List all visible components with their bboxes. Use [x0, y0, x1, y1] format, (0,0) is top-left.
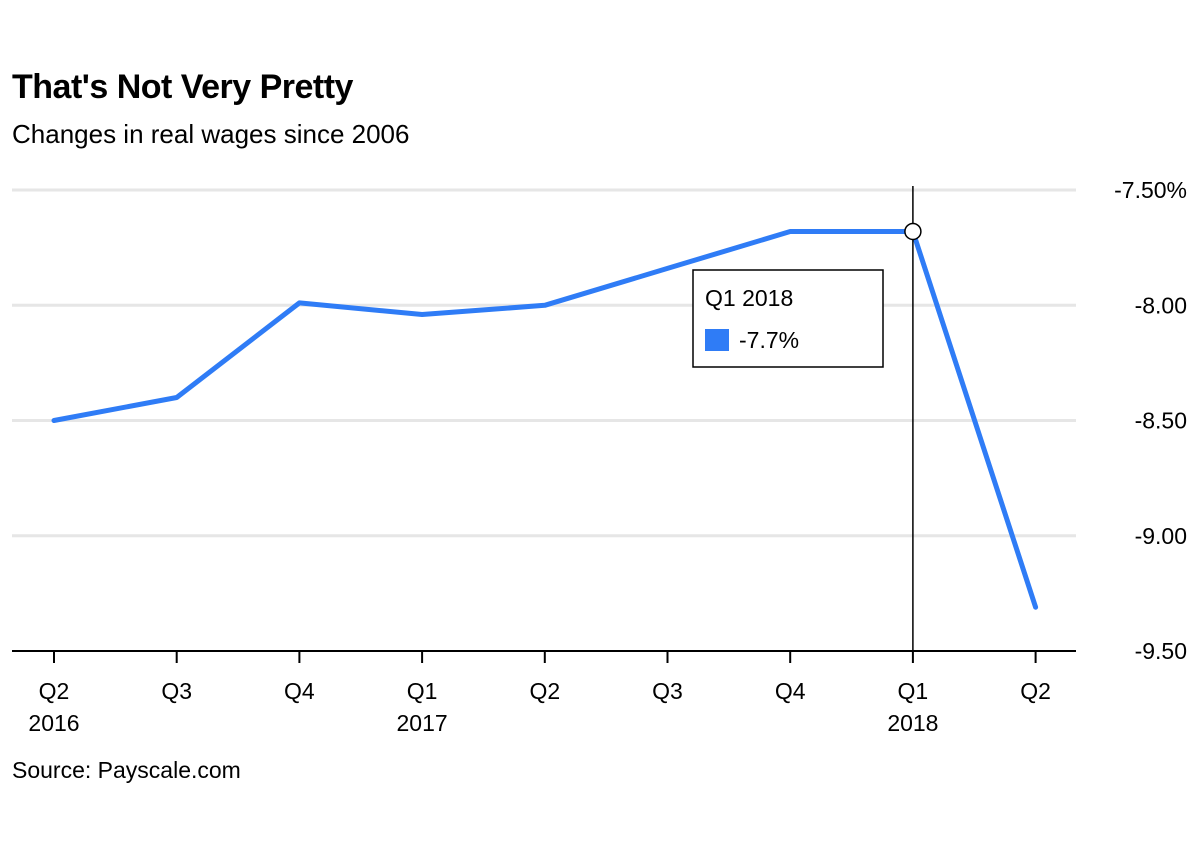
series-layer	[51, 229, 1039, 610]
tooltip-title: Q1 2018	[705, 285, 793, 311]
y-tick-label: -9.50	[1135, 638, 1187, 664]
y-tick-label: -8.00	[1135, 292, 1187, 318]
y-tick-label: -8.50	[1135, 408, 1187, 434]
x-tick-label-quarter: Q4	[775, 678, 806, 704]
tooltip-value: -7.7%	[739, 327, 799, 353]
hover-highlight[interactable]: Q1 2018 -7.7%	[692, 186, 922, 651]
highlight-marker[interactable]	[904, 222, 922, 241]
x-tick-label-quarter: Q2	[1020, 678, 1051, 704]
source-note: Source: Payscale.com	[12, 757, 241, 783]
y-axis-ticks: -7.50% -8.00 -8.50 -9.00 -9.50	[1114, 177, 1187, 664]
x-tick-label-year: 2018	[887, 710, 938, 736]
x-tick-label-quarter: Q1	[898, 678, 929, 704]
tooltip-swatch	[705, 329, 729, 351]
gridlines	[12, 188, 1076, 538]
x-tick-label-year: 2017	[397, 710, 448, 736]
x-tick-label-quarter: Q2	[529, 678, 560, 704]
chart-title: That's Not Very Pretty	[12, 68, 354, 106]
y-tick-label: -7.50%	[1114, 177, 1187, 203]
x-tick-label-quarter: Q1	[407, 678, 438, 704]
x-tick-label-quarter: Q4	[284, 678, 315, 704]
y-tick-label: -9.00	[1135, 523, 1187, 549]
x-tick-label-quarter: Q3	[652, 678, 683, 704]
x-axis: Q2 2016 Q3 Q4 Q1 2017 Q2 Q3 Q4 Q1 2018 Q2	[12, 650, 1076, 736]
chart-subtitle: Changes in real wages since 2006	[12, 119, 409, 149]
x-tick-label-year: 2016	[28, 710, 79, 736]
x-tick-label-quarter: Q3	[161, 678, 192, 704]
series-line	[51, 229, 1039, 610]
x-tick-label-quarter: Q2	[39, 678, 70, 704]
